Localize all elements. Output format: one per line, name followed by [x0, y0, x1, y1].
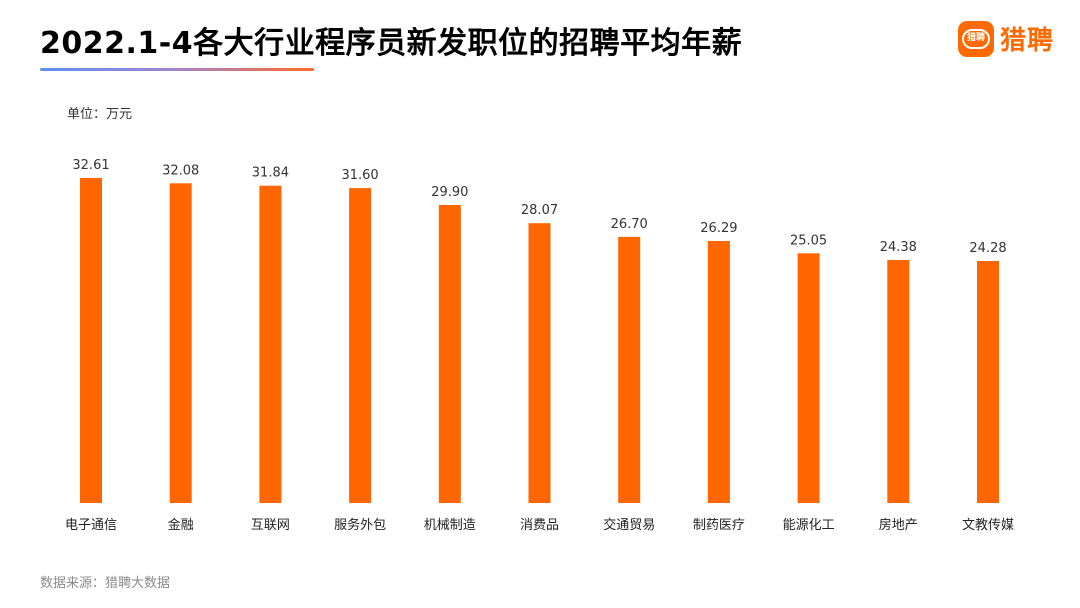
value-label-10: 24.28 [969, 241, 1006, 256]
value-label-6: 26.70 [611, 217, 648, 232]
value-label-2: 31.84 [252, 166, 289, 181]
value-label-8: 25.05 [790, 233, 827, 248]
value-label-4: 29.90 [431, 185, 468, 200]
category-label-6: 交通贸易 [603, 517, 655, 533]
category-label-9: 房地产 [879, 517, 918, 533]
value-label-7: 26.29 [700, 221, 737, 236]
value-label-0: 32.61 [72, 158, 109, 173]
category-label-1: 金融 [168, 517, 194, 533]
bar-4 [438, 205, 461, 503]
category-label-10: 文教传媒 [962, 517, 1014, 533]
source-label: 数据来源：猎聘大数据 [40, 576, 171, 591]
liepin-logo-icon: 猎聘 [958, 20, 994, 57]
value-label-1: 32.08 [162, 163, 199, 178]
category-label-4: 机械制造 [424, 518, 476, 533]
page-title: 2022.1-4各大行业程序员新发职位的招聘平均年薪 [40, 26, 743, 61]
value-label-5: 28.07 [521, 203, 558, 218]
category-label-7: 制药医疗 [693, 518, 745, 533]
bar-10 [977, 261, 999, 503]
category-label-8: 能源化工 [783, 518, 835, 533]
value-label-9: 24.38 [880, 240, 917, 255]
brand-icon-text: 猎聘 [962, 28, 990, 49]
category-label-2: 互联网 [251, 518, 290, 533]
bar-7 [707, 241, 730, 503]
bar-5 [528, 223, 551, 503]
brand-logo: 猎聘 猎聘 [958, 20, 1054, 57]
bar-8 [797, 253, 820, 503]
bar-1 [169, 183, 192, 504]
bar-0 [80, 178, 102, 503]
bar-6 [618, 236, 641, 503]
category-label-3: 服务外包 [334, 517, 386, 533]
value-label-3: 31.60 [341, 168, 378, 183]
category-label-0: 电子通信 [65, 518, 117, 533]
category-label-5: 消费品 [520, 518, 559, 533]
brand-name: 猎聘 [1000, 26, 1055, 56]
title-underline [40, 68, 314, 71]
bar-2 [259, 185, 282, 503]
bar-9 [887, 260, 910, 503]
bar-3 [349, 188, 372, 503]
unit-label: 单位：万元 [67, 107, 133, 122]
